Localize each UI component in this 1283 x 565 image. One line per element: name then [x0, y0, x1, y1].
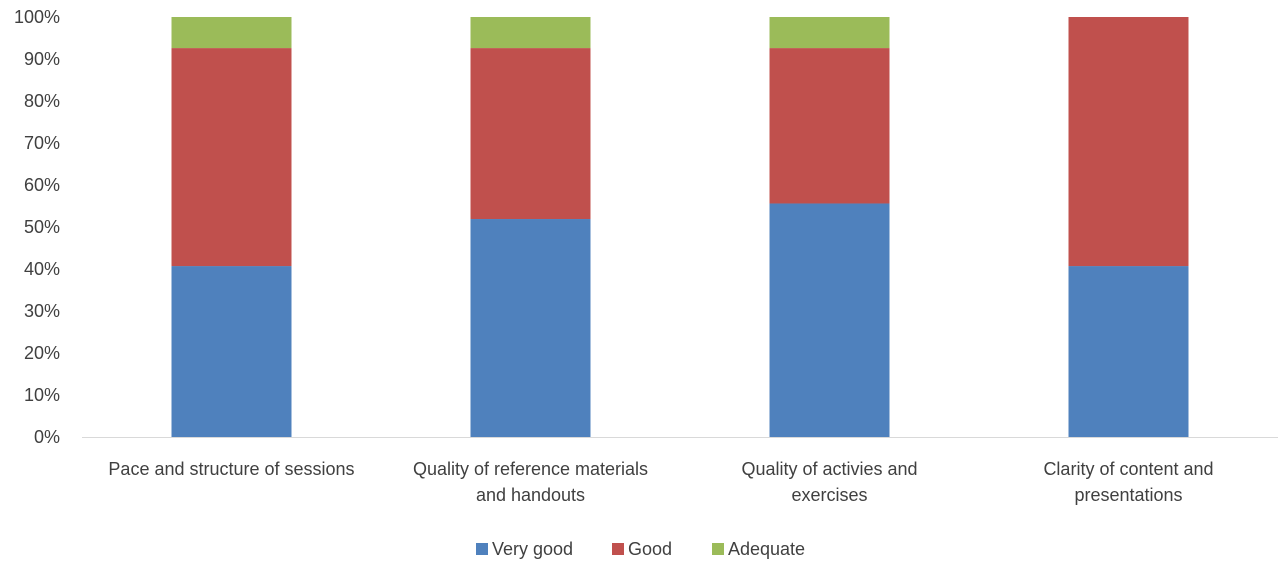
legend-label: Very good	[492, 539, 573, 559]
legend: Very good Good Adequate	[476, 539, 805, 559]
y-tick-label: 0%	[34, 427, 60, 447]
bar-segment	[769, 48, 890, 204]
x-tick-label: Clarity of content and presentations	[1043, 459, 1213, 505]
bar-segment	[1068, 17, 1189, 267]
bar-segment	[470, 48, 591, 220]
legend-label: Good	[628, 539, 672, 559]
y-tick-label: 20%	[24, 343, 60, 363]
x-axis: Pace and structure of sessions Quality of…	[108, 459, 1213, 505]
plot-area	[171, 17, 1189, 437]
x-tick-label: Quality of activies and exercises	[741, 459, 917, 505]
legend-label: Adequate	[728, 539, 805, 559]
y-axis: 0% 10% 20% 30% 40% 50% 60% 70% 80% 90% 100%	[14, 7, 60, 447]
legend-swatch	[612, 543, 624, 555]
x-tick-label: Quality of reference materials and handou…	[413, 459, 648, 505]
legend-swatch	[712, 543, 724, 555]
bar-segment	[171, 266, 292, 437]
y-tick-label: 70%	[24, 133, 60, 153]
y-tick-label: 60%	[24, 175, 60, 195]
x-tick-label: Pace and structure of sessions	[108, 459, 354, 479]
y-tick-label: 40%	[24, 259, 60, 279]
bar-segment	[171, 48, 292, 267]
y-tick-label: 50%	[24, 217, 60, 237]
y-tick-label: 80%	[24, 91, 60, 111]
legend-swatch	[476, 543, 488, 555]
y-tick-label: 30%	[24, 301, 60, 321]
bar-segment	[1068, 266, 1189, 437]
y-tick-label: 10%	[24, 385, 60, 405]
bar-segment	[769, 17, 890, 49]
y-tick-label: 100%	[14, 7, 60, 27]
bar-segment	[470, 219, 591, 437]
bar-segment	[769, 203, 890, 437]
bar-segment	[171, 17, 292, 49]
y-tick-label: 90%	[24, 49, 60, 69]
bar-segment	[470, 17, 591, 49]
